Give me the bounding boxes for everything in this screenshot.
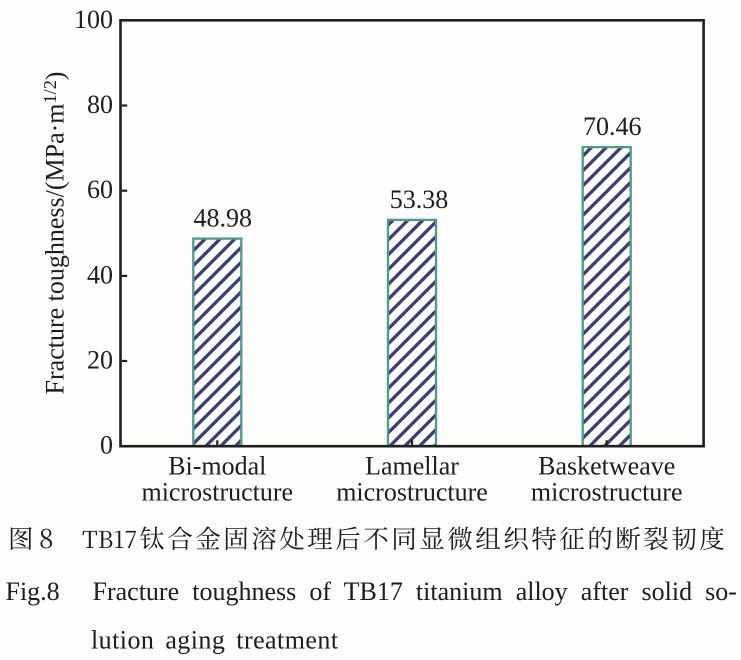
svg-text:20: 20 xyxy=(87,346,113,375)
svg-text:Basketweave: Basketweave xyxy=(538,451,675,480)
svg-text:Fracture toughness/(MPa·m1/2): Fracture toughness/(MPa·m1/2) xyxy=(40,72,70,395)
svg-text:53.38: 53.38 xyxy=(390,185,449,214)
svg-text:80: 80 xyxy=(87,90,113,119)
svg-text:Bi-modal: Bi-modal xyxy=(168,451,266,480)
svg-text:Fig.8: Fig.8 xyxy=(6,577,60,606)
svg-text:Lamellar: Lamellar xyxy=(365,451,459,480)
svg-text:70.46: 70.46 xyxy=(583,112,642,141)
svg-text:microstructure: microstructure xyxy=(336,477,488,506)
svg-text:60: 60 xyxy=(87,175,113,204)
svg-text:lution aging treatment: lution aging treatment xyxy=(91,625,339,654)
svg-text:0: 0 xyxy=(100,431,113,460)
svg-text:Fracture toughness of TB17 tit: Fracture toughness of TB17 titanium allo… xyxy=(93,577,737,606)
svg-text:40: 40 xyxy=(87,260,113,289)
svg-text:microstructure: microstructure xyxy=(531,477,683,506)
svg-text:48.98: 48.98 xyxy=(194,204,253,233)
svg-text:microstructure: microstructure xyxy=(141,477,293,506)
svg-text:100: 100 xyxy=(74,5,113,34)
